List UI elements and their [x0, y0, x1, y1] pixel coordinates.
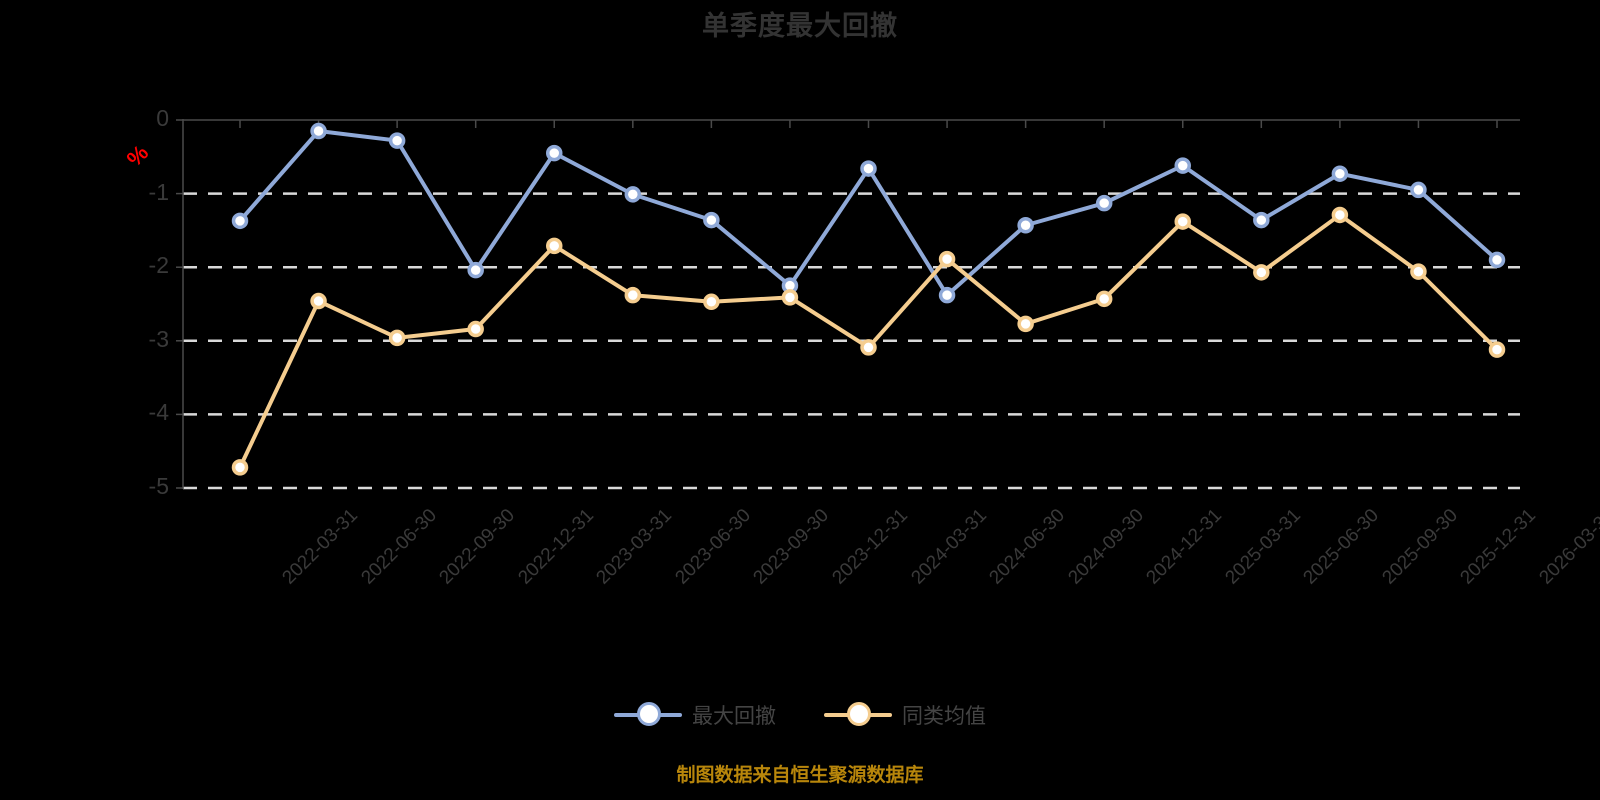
data-point-marker[interactable]: [388, 132, 406, 149]
data-point-marker[interactable]: [310, 292, 327, 310]
data-point-marker[interactable]: [624, 286, 642, 304]
data-point-marker[interactable]: [1410, 181, 1427, 199]
data-point-marker[interactable]: [467, 320, 484, 338]
data-point-marker[interactable]: [231, 459, 249, 476]
page-title: 单季度最大回撤: [702, 11, 898, 41]
y-axis-tick-label: -3: [148, 325, 169, 352]
data-point-marker[interactable]: [938, 250, 956, 268]
data-point-marker[interactable]: [1488, 341, 1506, 358]
data-point-marker[interactable]: [231, 212, 249, 230]
y-axis-tick-label: -5: [148, 473, 169, 499]
data-point-marker[interactable]: [624, 186, 642, 203]
data-point-marker[interactable]: [1174, 213, 1191, 230]
data-point-marker[interactable]: [310, 122, 327, 140]
legend-item-2[interactable]: 同类均值: [824, 700, 986, 730]
data-point-marker[interactable]: [938, 286, 956, 304]
data-point-marker[interactable]: [467, 261, 484, 279]
data-point-marker[interactable]: [1253, 264, 1270, 281]
legend-marker-icon: [824, 702, 892, 728]
data-point-marker[interactable]: [546, 237, 563, 255]
data-point-marker[interactable]: [703, 211, 720, 229]
data-point-marker[interactable]: [703, 293, 720, 311]
legend-item-1[interactable]: 最大回撤: [614, 700, 776, 730]
legend-label: 最大回撤: [692, 705, 776, 728]
data-point-marker[interactable]: [860, 160, 877, 177]
data-point-marker[interactable]: [388, 329, 406, 347]
legend-label: 同类均值: [902, 705, 986, 728]
legend-marker-icon: [614, 702, 682, 728]
chart-legend: 最大回撤 同类均值: [0, 700, 1600, 730]
data-point-marker[interactable]: [1017, 216, 1034, 234]
y-axis-tick-label: -4: [148, 399, 169, 426]
data-point-marker[interactable]: [781, 289, 799, 306]
data-point-marker[interactable]: [546, 144, 563, 162]
data-point-marker[interactable]: [1488, 251, 1506, 269]
data-point-marker[interactable]: [1017, 315, 1034, 333]
data-point-marker[interactable]: [1331, 206, 1349, 224]
y-axis-tick-label: 0: [156, 105, 169, 131]
data-point-marker[interactable]: [1331, 165, 1349, 182]
data-point-marker[interactable]: [1095, 194, 1113, 212]
data-point-marker[interactable]: [1095, 290, 1113, 308]
y-axis-tick-label: -2: [148, 252, 169, 279]
data-point-marker[interactable]: [1410, 263, 1427, 280]
y-axis-tick-label: -1: [148, 178, 169, 205]
data-point-marker[interactable]: [1174, 157, 1191, 174]
series-line-1: [238, 129, 1499, 298]
data-point-marker[interactable]: [1253, 211, 1270, 229]
data-point-marker[interactable]: [860, 339, 877, 356]
legend-dot-icon: [847, 702, 871, 726]
footer-source-note: 制图数据来自恒生聚源数据库: [676, 765, 924, 786]
legend-dot-icon: [637, 702, 661, 726]
